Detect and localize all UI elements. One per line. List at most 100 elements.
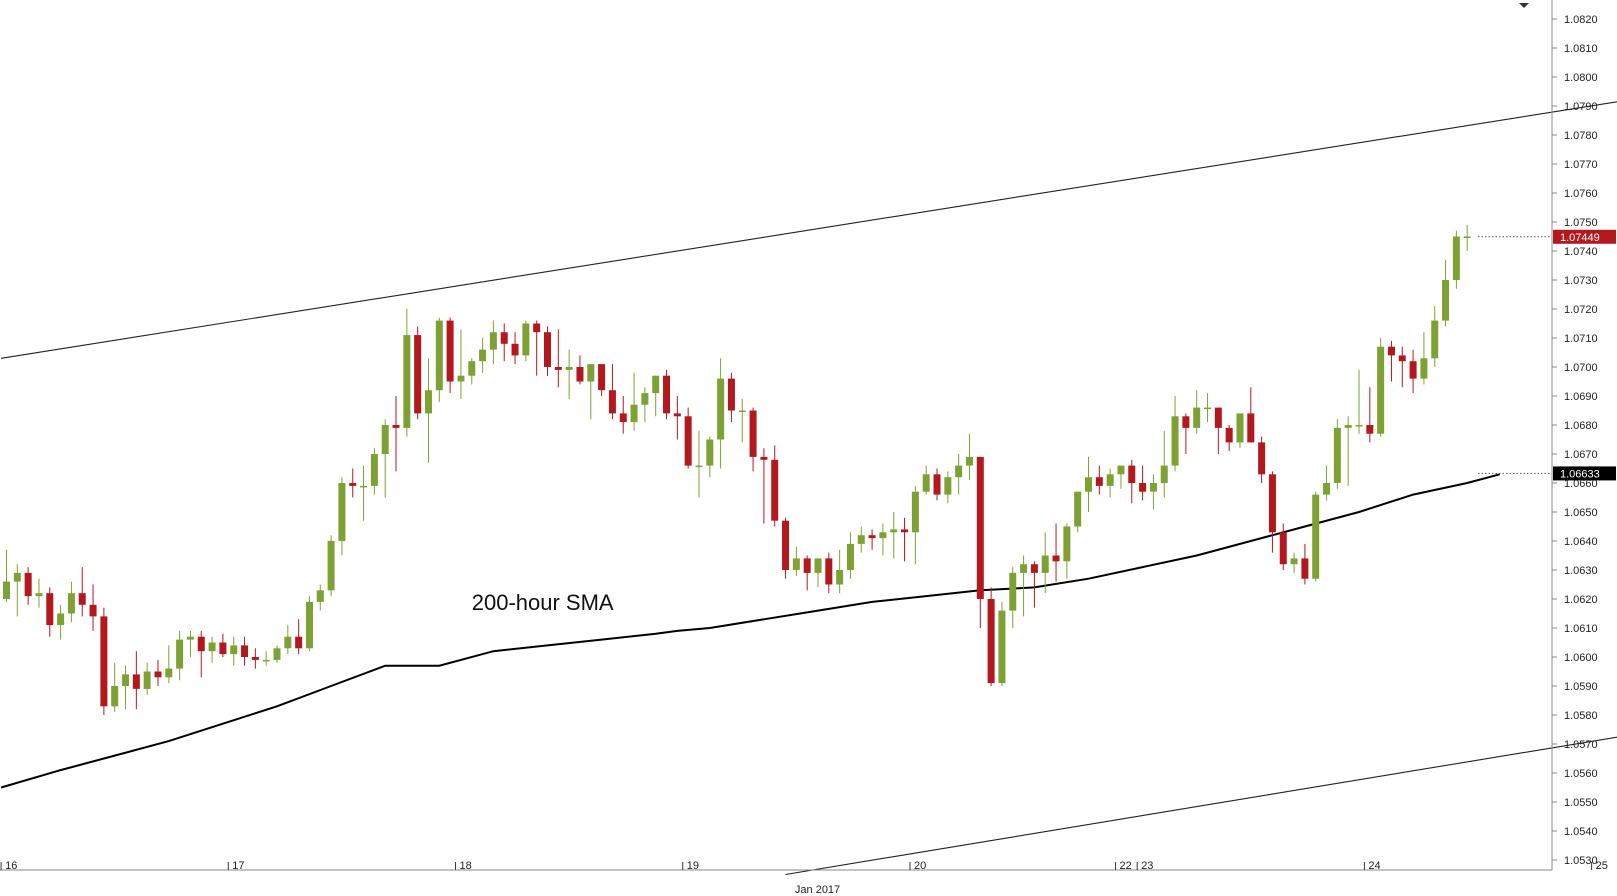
candle-body <box>1431 320 1439 359</box>
candle-body <box>1247 413 1255 443</box>
candle-body <box>901 529 909 533</box>
candle <box>327 535 335 597</box>
candle <box>673 396 681 440</box>
candle <box>857 526 865 553</box>
candle-body <box>890 529 898 533</box>
candle <box>1247 387 1255 443</box>
candle <box>24 567 32 605</box>
candle-body <box>1312 494 1320 579</box>
candle <box>846 532 854 579</box>
candle-body <box>219 642 227 655</box>
candle-body <box>1333 427 1341 483</box>
price-tick-label: 1.0710 <box>1564 333 1598 345</box>
candle <box>706 436 714 478</box>
candle <box>792 546 800 576</box>
candle-body <box>132 674 140 689</box>
candle-body <box>316 590 324 602</box>
candle <box>67 581 75 623</box>
candle <box>132 651 140 710</box>
candle <box>489 320 497 365</box>
channel-lines <box>1 101 1617 876</box>
candle <box>825 552 833 594</box>
candle <box>35 578 43 608</box>
candle <box>143 662 151 695</box>
candle-body <box>998 610 1006 684</box>
candle-body <box>165 668 173 678</box>
candle <box>414 326 422 420</box>
price-tick-label: 1.0670 <box>1564 449 1598 461</box>
candle <box>760 448 768 524</box>
price-tick-label: 1.0810 <box>1564 43 1598 55</box>
price-tick-label: 1.0720 <box>1564 304 1598 316</box>
candle <box>998 601 1006 686</box>
candle <box>608 364 616 420</box>
candle-body <box>3 581 10 599</box>
candle <box>598 364 606 396</box>
candle <box>976 456 984 628</box>
candle <box>890 512 898 559</box>
candle <box>1041 532 1049 594</box>
candle-body <box>360 485 368 488</box>
candle-body <box>305 601 313 649</box>
price-tag-box <box>1553 466 1616 481</box>
candle <box>565 349 573 399</box>
candle <box>89 584 97 631</box>
candle-body <box>176 639 184 669</box>
candle <box>392 396 400 472</box>
candle <box>1312 491 1320 582</box>
candle <box>241 636 249 666</box>
candle-body <box>46 593 54 626</box>
candle-body <box>1279 532 1287 565</box>
candle <box>1095 465 1103 495</box>
candle-body <box>846 543 854 570</box>
candle-body <box>392 425 400 428</box>
candle-body <box>284 636 292 649</box>
candle-body <box>338 483 346 541</box>
price-tick-label: 1.0780 <box>1564 130 1598 142</box>
candle <box>533 320 541 376</box>
candle-body <box>598 364 606 391</box>
candle-body <box>57 613 65 626</box>
candle <box>1463 224 1471 251</box>
candle-body <box>143 671 151 689</box>
candle <box>933 468 941 501</box>
candle <box>57 604 65 640</box>
candle <box>1204 393 1212 423</box>
price-tick-label: 1.0640 <box>1564 536 1598 548</box>
price-tick-label: 1.0800 <box>1564 72 1598 84</box>
candle-body <box>1085 477 1092 492</box>
candle-body <box>1366 425 1374 434</box>
candle-body <box>987 599 995 684</box>
candle <box>219 633 227 657</box>
day-label: 16 <box>5 860 17 872</box>
candle-body <box>1030 564 1038 573</box>
candle-body <box>857 535 865 544</box>
candle-body <box>673 413 681 417</box>
candle <box>1171 396 1179 472</box>
candle-body <box>381 425 389 454</box>
candle <box>1442 259 1450 327</box>
candle-body <box>652 375 660 394</box>
candle <box>717 358 725 469</box>
candle-body <box>1074 491 1082 527</box>
candle <box>381 419 389 498</box>
candle-body <box>1258 442 1266 475</box>
candle-body <box>1128 465 1136 483</box>
candle <box>911 485 919 565</box>
price-tag: 1.06633 <box>1553 466 1616 481</box>
candle-body <box>1398 355 1406 362</box>
candle-body <box>836 570 844 585</box>
month-label: Jan 2017 <box>795 884 840 896</box>
candle <box>1355 369 1363 434</box>
candle <box>868 529 876 550</box>
price-axis: 1.0530 1.0540 1.0550 1.0560 1.0570 1.0580 1.05… <box>1519 0 1598 870</box>
candle <box>1333 419 1341 489</box>
candle <box>1182 413 1190 454</box>
candle-body <box>922 474 930 492</box>
candle-body <box>424 390 432 414</box>
candle <box>803 555 811 591</box>
candle-body <box>695 465 703 468</box>
sma-200-line <box>0 473 1500 789</box>
sma-line-group <box>0 473 1500 789</box>
day-label: 19 <box>687 860 699 872</box>
